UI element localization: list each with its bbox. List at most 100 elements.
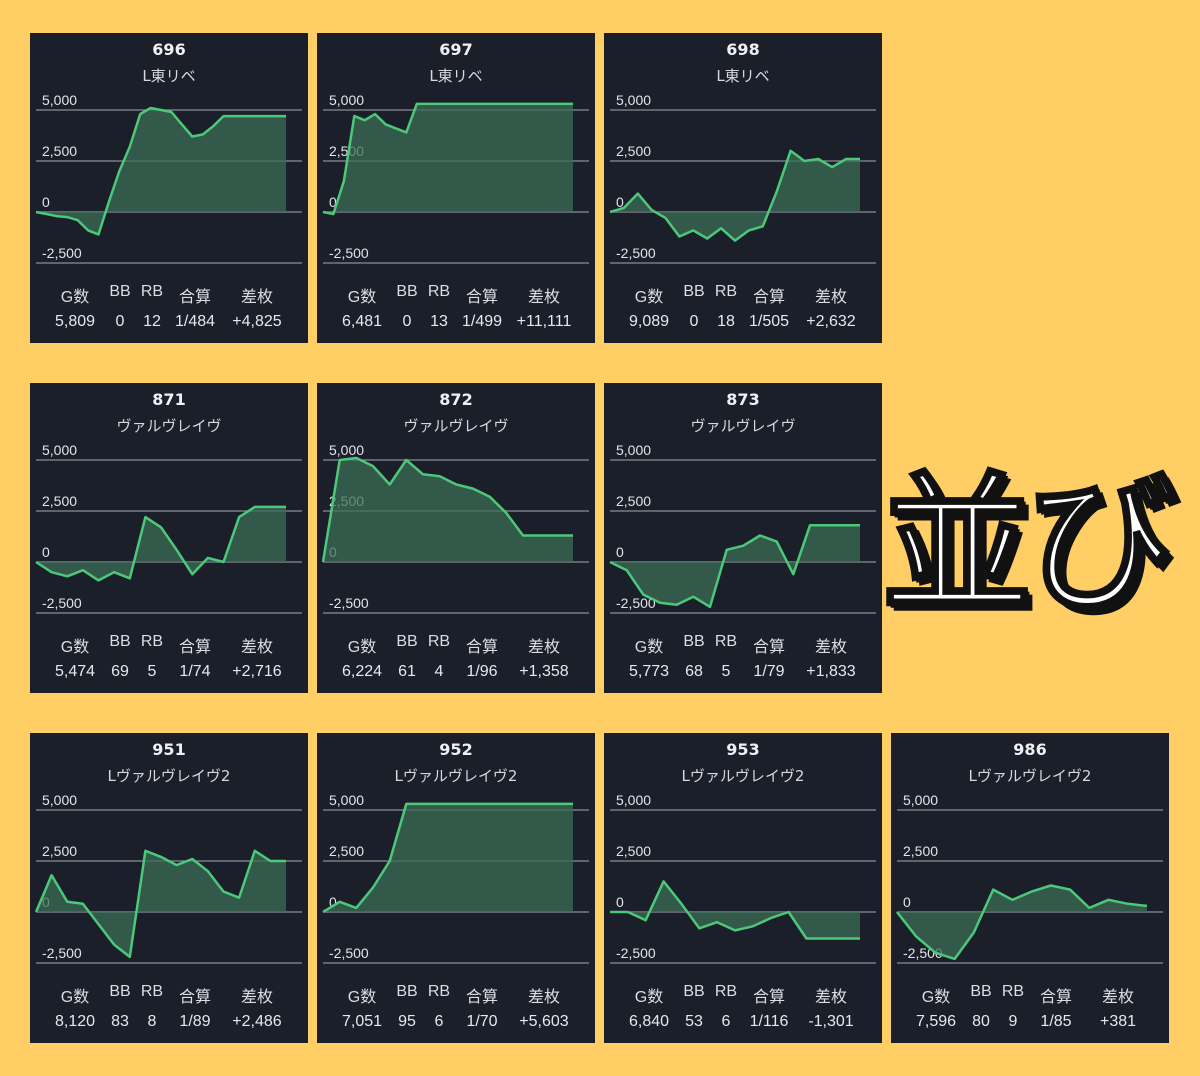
slump-line <box>34 849 286 959</box>
y-tick-label: 2,500 <box>616 143 651 159</box>
y-tick-label: 0 <box>42 544 50 560</box>
y-tick-label: 5,000 <box>42 442 77 458</box>
stat-value-total: 1/79 <box>753 663 785 680</box>
machine-number: 951 <box>152 740 186 759</box>
stat-header-g: G数 <box>347 989 377 1006</box>
stat-value-total: 1/70 <box>466 1013 498 1030</box>
machine-number: 986 <box>1013 740 1047 759</box>
y-tick-label: 5,000 <box>329 92 364 108</box>
machine-card: 873 ヴァルヴレイヴ 5,000 2,500 0 -2,500 G数 BB RB 合算 差枚 5,7… <box>604 383 882 693</box>
y-tick-label: -2,500 <box>329 595 369 611</box>
slump-line <box>35 505 286 582</box>
machine-card: 697 L東リベ 5,000 2,500 0 -2,500 G数 BB RB 合算 差枚 6,481 0… <box>317 33 595 343</box>
stat-value-diff: +1,833 <box>806 663 856 680</box>
y-tick-label: 5,000 <box>903 792 938 808</box>
stat-value-diff: +5,603 <box>519 1013 569 1030</box>
y-tick-label: 5,000 <box>329 792 364 808</box>
stats-table: G数 BB RB 合算 差枚 6,224 61 4 1/96 +1,358 <box>317 633 595 681</box>
stats-table: G数 BB RB 合算 差枚 7,596 80 9 1/85 +381 <box>891 983 1169 1031</box>
machine-card: 696 L東リベ 5,000 2,500 0 -2,500 G数 BB RB 合算 差枚 5,809 0… <box>30 33 308 343</box>
machine-number: 952 <box>439 740 473 759</box>
stat-header-g: G数 <box>634 639 664 656</box>
y-tick-label: 0 <box>616 194 624 210</box>
stat-header-total: 合算 <box>752 989 785 1006</box>
slump-graph: 5,000 2,500 0 -2,500 <box>35 442 302 614</box>
stat-value-g: 9,089 <box>628 313 670 330</box>
stat-header-g: G数 <box>60 289 90 306</box>
stat-value-total: 1/505 <box>748 313 790 330</box>
slump-area <box>36 850 286 957</box>
slump-line <box>35 106 286 236</box>
stat-value-rb: 5 <box>147 663 157 680</box>
stat-value-g: 6,840 <box>628 1013 670 1030</box>
y-tick-label: 0 <box>903 894 911 910</box>
y-tick-label: -2,500 <box>329 245 369 261</box>
stat-value-diff: +2,716 <box>232 663 282 680</box>
stats-table: G数 BB RB 合算 差枚 6,481 0 13 1/499 +11,111 <box>317 283 595 331</box>
stat-header-diff: 差枚 <box>240 639 273 656</box>
slump-line <box>322 802 573 914</box>
y-tick-label: -2,500 <box>42 595 82 611</box>
stat-header-g: G数 <box>634 989 664 1006</box>
stat-value-bb: 95 <box>398 1013 416 1030</box>
y-tick-label: 5,000 <box>42 92 77 108</box>
stat-value-total: 1/484 <box>174 313 216 330</box>
stat-value-total: 1/89 <box>179 1013 211 1030</box>
stat-header-total: 合算 <box>465 989 498 1006</box>
stat-value-g: 8,120 <box>54 1013 96 1030</box>
stat-header-diff: 差枚 <box>814 639 847 656</box>
machine-card: 698 L東リベ 5,000 2,500 0 -2,500 G数 BB RB 合算 差枚 9,089 0… <box>604 33 882 343</box>
stat-header-g: G数 <box>347 639 377 656</box>
slump-area <box>36 108 286 235</box>
stat-header-rb: RB <box>140 283 164 300</box>
stat-value-bb: 83 <box>111 1013 129 1030</box>
stat-value-rb: 5 <box>721 663 731 680</box>
stats-table: G数 BB RB 合算 差枚 5,809 0 12 1/484 +4,825 <box>30 283 308 331</box>
stat-value-diff: +2,632 <box>806 313 856 330</box>
y-tick-label: 2,500 <box>616 843 651 859</box>
stat-value-bb: 68 <box>685 663 703 680</box>
machine-name: Lヴァルヴレイヴ2 <box>107 767 231 785</box>
stat-header-diff: 差枚 <box>1101 989 1134 1006</box>
stat-header-rb: RB <box>427 283 451 300</box>
y-tick-label: 2,500 <box>329 843 364 859</box>
stat-header-diff: 差枚 <box>240 989 273 1006</box>
machine-name: ヴァルヴレイヴ <box>116 417 222 435</box>
y-tick-label: 0 <box>616 544 624 560</box>
stats-table: G数 BB RB 合算 差枚 5,773 68 5 1/79 +1,833 <box>604 633 882 681</box>
y-tick-label: 0 <box>616 894 624 910</box>
stat-value-rb: 18 <box>717 313 735 330</box>
stat-header-rb: RB <box>140 983 164 1000</box>
stat-header-diff: 差枚 <box>527 989 560 1006</box>
stat-header-g: G数 <box>634 289 664 306</box>
machine-name: L東リベ <box>716 67 770 85</box>
stat-header-bb: BB <box>683 983 705 1000</box>
slump-line <box>322 102 573 216</box>
stat-header-bb: BB <box>683 283 705 300</box>
stat-value-total: 1/499 <box>461 313 503 330</box>
y-tick-label: 5,000 <box>42 792 77 808</box>
slump-line <box>609 149 860 242</box>
stat-value-rb: 8 <box>147 1013 157 1030</box>
stat-header-diff: 差枚 <box>814 289 847 306</box>
stat-value-g: 6,224 <box>341 663 383 680</box>
y-tick-label: 5,000 <box>616 92 651 108</box>
stat-header-rb: RB <box>714 633 738 650</box>
stat-value-diff: +381 <box>1099 1013 1137 1030</box>
stat-value-rb: 6 <box>721 1013 731 1030</box>
y-tick-label: -2,500 <box>616 945 656 961</box>
stat-value-diff: +4,825 <box>232 313 282 330</box>
y-tick-label: 2,500 <box>42 493 77 509</box>
stat-value-total: 1/96 <box>466 663 498 680</box>
stat-header-g: G数 <box>60 989 90 1006</box>
machine-card: 951Lヴァルヴレイヴ25,0002,5000-2,500G数BBRB合算差枚8… <box>30 733 308 1043</box>
stat-header-diff: 差枚 <box>527 289 560 306</box>
stat-header-bb: BB <box>396 633 418 650</box>
machine-name: ヴァルヴレイヴ <box>690 417 796 435</box>
y-tick-label: 0 <box>42 194 50 210</box>
